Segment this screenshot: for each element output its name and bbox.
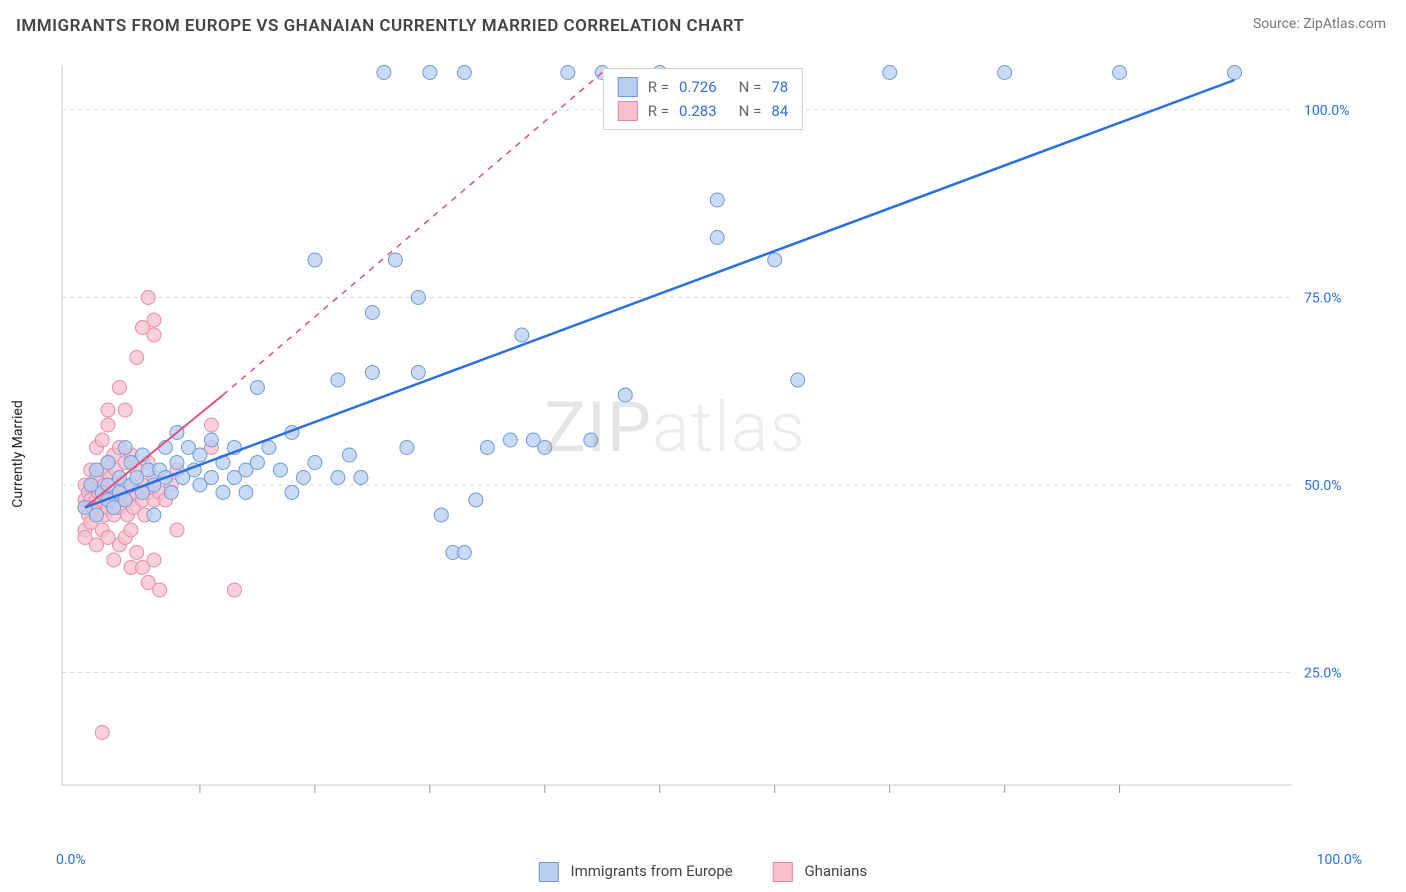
- chart-container: IMMIGRANTS FROM EUROPE VS GHANAIAN CURRE…: [0, 0, 1406, 892]
- legend-label-b: Ghanians: [804, 862, 867, 880]
- svg-text:100.0%: 100.0%: [1304, 103, 1349, 119]
- legend-swatch-a: [539, 862, 559, 882]
- svg-text:75.0%: 75.0%: [1304, 291, 1342, 307]
- y-axis-label: Currently Married: [10, 400, 26, 507]
- legend-item-a: Immigrants from Europe: [539, 862, 733, 882]
- x-tick-min: 0.0%: [56, 852, 86, 868]
- plot-area: 25.0% 50.0% 75.0% 100.0%: [52, 55, 1362, 815]
- stats-swatch-a: [618, 77, 638, 97]
- legend-swatch-b: [773, 862, 793, 882]
- svg-text:25.0%: 25.0%: [1304, 666, 1342, 682]
- chart-title: IMMIGRANTS FROM EUROPE VS GHANAIAN CURRE…: [16, 16, 744, 36]
- plot-svg: 25.0% 50.0% 75.0% 100.0%: [52, 55, 1362, 815]
- stats-row-b: R =0.283 N =84: [618, 99, 788, 123]
- stats-r-b: 0.283: [679, 99, 717, 123]
- bottom-legend: Immigrants from Europe Ghanians: [539, 862, 867, 882]
- stats-r-a: 0.726: [679, 75, 717, 99]
- x-tick-max: 100.0%: [1317, 852, 1362, 868]
- legend-item-b: Ghanians: [773, 862, 868, 882]
- stats-swatch-b: [618, 101, 638, 121]
- source-label: Source: ZipAtlas.com: [1253, 16, 1386, 32]
- stats-row-a: R =0.726 N =78: [618, 75, 788, 99]
- stats-n-a: 78: [771, 75, 788, 99]
- stats-n-b: 84: [771, 99, 788, 123]
- stats-legend: R =0.726 N =78 R =0.283 N =84: [603, 68, 803, 130]
- legend-label-a: Immigrants from Europe: [571, 862, 733, 880]
- svg-text:50.0%: 50.0%: [1304, 478, 1342, 494]
